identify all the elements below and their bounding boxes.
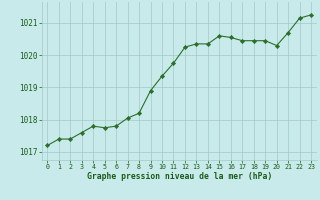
X-axis label: Graphe pression niveau de la mer (hPa): Graphe pression niveau de la mer (hPa) — [87, 172, 272, 181]
